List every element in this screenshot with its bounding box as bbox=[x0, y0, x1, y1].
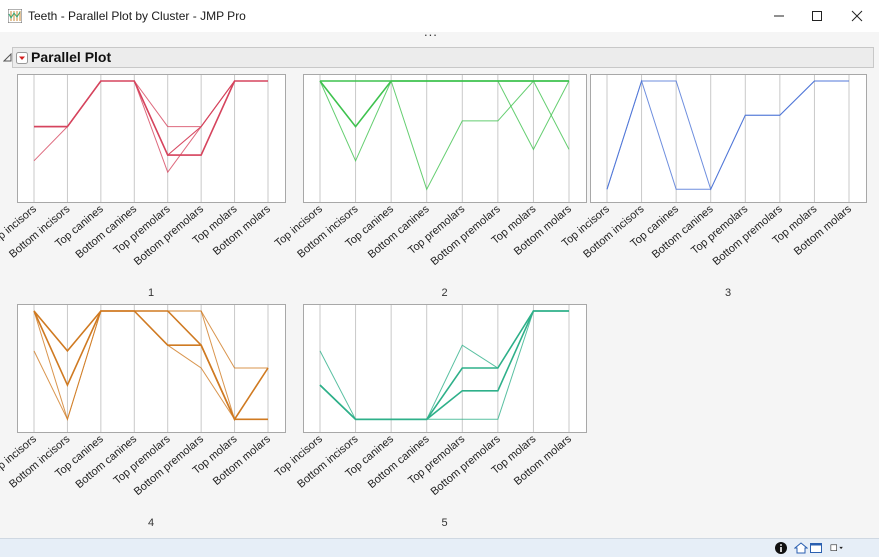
series-line-4 bbox=[33, 310, 269, 421]
close-icon bbox=[851, 10, 863, 22]
status-bar bbox=[0, 538, 879, 557]
toolbar-overflow-button[interactable]: ... bbox=[424, 24, 438, 39]
cluster-label: 1 bbox=[148, 287, 154, 299]
maximize-icon bbox=[812, 11, 822, 21]
axis-tick-label: Bottom incisors bbox=[295, 433, 361, 491]
title-bar: Teeth - Parallel Plot by Cluster - JMP P… bbox=[0, 0, 879, 32]
axis-tick-label: Bottom canines bbox=[366, 203, 432, 261]
home-icon[interactable] bbox=[794, 541, 808, 555]
axis-tick-label: Bottom molars bbox=[211, 203, 273, 258]
maximize-button[interactable] bbox=[800, 4, 834, 28]
layout-menu-icon[interactable] bbox=[830, 541, 844, 555]
plot-frame bbox=[303, 304, 587, 433]
axis-tick-label: Bottom canines bbox=[650, 203, 716, 261]
axis-tick-label: Bottom molars bbox=[211, 433, 273, 488]
section-title: Parallel Plot bbox=[31, 49, 112, 65]
cluster-label: 4 bbox=[148, 517, 154, 529]
collapse-disclosure-icon[interactable] bbox=[3, 53, 12, 62]
minimize-icon bbox=[774, 15, 784, 17]
red-triangle-menu-icon[interactable] bbox=[16, 52, 28, 64]
axis-tick-label: Bottom canines bbox=[366, 433, 432, 491]
cluster-label: 5 bbox=[441, 517, 447, 529]
close-button[interactable] bbox=[840, 4, 874, 28]
series-line-1 bbox=[606, 80, 849, 191]
window-title: Teeth - Parallel Plot by Cluster - JMP P… bbox=[28, 9, 246, 23]
plot-frame bbox=[17, 74, 286, 203]
axis-tick-label: Bottom incisors bbox=[581, 203, 647, 261]
axis-tick-label: Bottom incisors bbox=[295, 203, 361, 261]
cluster-label: 3 bbox=[725, 287, 731, 299]
plot-frame bbox=[590, 74, 867, 203]
window-list-icon[interactable] bbox=[809, 541, 823, 555]
series-line-4 bbox=[319, 310, 569, 420]
info-icon[interactable] bbox=[774, 541, 788, 555]
minimize-button[interactable] bbox=[762, 4, 796, 28]
outline-header bbox=[12, 47, 874, 68]
cluster-label: 2 bbox=[441, 287, 447, 299]
series-line-5 bbox=[33, 80, 268, 162]
jmp-app-icon bbox=[8, 9, 22, 23]
